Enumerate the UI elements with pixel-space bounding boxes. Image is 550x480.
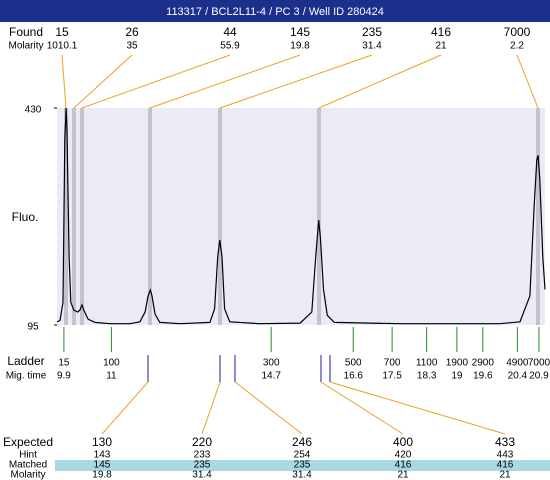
hint-label: Hint (19, 450, 37, 461)
peak-band (536, 108, 540, 325)
ladder-size: 1100 (416, 358, 438, 369)
expected-value: 130 (92, 435, 112, 449)
ladder-size: 1900 (446, 358, 469, 369)
ladder-time: 11 (106, 371, 117, 382)
header-bar (0, 0, 550, 22)
matched-value: 416 (395, 460, 412, 471)
ladder-size: 100 (103, 358, 120, 369)
found-molarity: 2.2 (510, 41, 524, 52)
found-size: 7000 (504, 25, 531, 39)
ladder-time: 20.9 (529, 371, 549, 382)
found-molarity: 35 (126, 41, 138, 52)
matched-value: 145 (94, 460, 111, 471)
found-connector (516, 54, 539, 109)
ladder-time: 20.4 (508, 371, 528, 382)
molarity-value: 31.4 (192, 470, 212, 480)
ladder-size: 300 (263, 358, 280, 369)
ladder-size: 500 (345, 358, 362, 369)
found-connector (61, 54, 67, 109)
ladder-label: Ladder (7, 354, 44, 368)
expected-connector (234, 381, 303, 435)
matched-value: 235 (194, 460, 211, 471)
expected-value: 220 (192, 435, 212, 449)
expected-value: 246 (292, 435, 312, 449)
hint-value: 233 (194, 450, 211, 461)
peak-band (72, 108, 76, 325)
ladder-time: 16.6 (344, 371, 364, 382)
expected-connector (201, 381, 221, 435)
expected-value: 400 (393, 435, 413, 449)
found-molarity: 1010.1 (47, 41, 78, 52)
found-molarity: 21 (435, 41, 447, 52)
y-axis-label: Fluo. (12, 210, 39, 224)
y-tick-label: 430 (25, 105, 42, 116)
y-tick-label: 95 (27, 322, 39, 333)
ladder-time: 19 (451, 371, 463, 382)
mig-time-label: Mig. time (6, 371, 47, 382)
header-title: 113317 / BCL2L11-4 / PC 3 / Well ID 2804… (166, 6, 384, 18)
peak-band (80, 108, 84, 325)
ladder-time: 9.9 (57, 371, 71, 382)
expected-value: 433 (495, 435, 515, 449)
molarity-label: Molarity (10, 470, 45, 480)
expected-label: Expected (3, 435, 53, 449)
ladder-size: 15 (58, 358, 70, 369)
molarity-value: 21 (499, 470, 511, 480)
found-molarity: 31.4 (362, 41, 382, 52)
ladder-time: 19.6 (473, 371, 493, 382)
found-size: 235 (362, 25, 382, 39)
found-connector (149, 54, 301, 109)
found-size: 416 (431, 25, 451, 39)
peak-band (148, 108, 152, 325)
peak-band (64, 108, 68, 325)
found-connector (219, 54, 373, 109)
hint-value: 254 (294, 450, 311, 461)
found-size: 15 (55, 25, 69, 39)
hint-value: 420 (395, 450, 412, 461)
found-size: 26 (125, 25, 139, 39)
matched-label: Matched (9, 460, 47, 471)
plot-area (57, 108, 545, 325)
ladder-time: 14.7 (261, 371, 281, 382)
expected-connector (320, 381, 404, 435)
expected-connector (329, 381, 506, 435)
peak-band (218, 108, 222, 325)
ladder-time: 18.3 (417, 371, 437, 382)
peak-band (317, 108, 321, 325)
found-connector (318, 54, 442, 109)
expected-connector (101, 381, 149, 435)
ladder-size: 700 (384, 358, 401, 369)
ladder-size: 7000 (528, 358, 550, 369)
ladder-size: 2900 (472, 358, 495, 369)
matched-value: 416 (497, 460, 514, 471)
molarity-value: 21 (397, 470, 409, 480)
matched-row-bg (55, 460, 550, 471)
ladder-size: 4900 (506, 358, 529, 369)
found-connector (81, 54, 231, 109)
hint-value: 143 (94, 450, 111, 461)
found-size: 44 (223, 25, 237, 39)
ladder-time: 17.5 (382, 371, 402, 382)
matched-value: 235 (294, 460, 311, 471)
found-molarity: 19.8 (290, 41, 310, 52)
trace (56, 107, 546, 325)
molarity-value: 31.4 (292, 470, 312, 480)
found-size: 145 (290, 25, 310, 39)
found-molarity-label: Molarity (8, 41, 43, 52)
found-molarity: 55.9 (220, 41, 240, 52)
found-label: Found (9, 25, 43, 39)
molarity-value: 19.8 (92, 470, 112, 480)
found-connector (73, 54, 133, 109)
hint-value: 443 (497, 450, 514, 461)
